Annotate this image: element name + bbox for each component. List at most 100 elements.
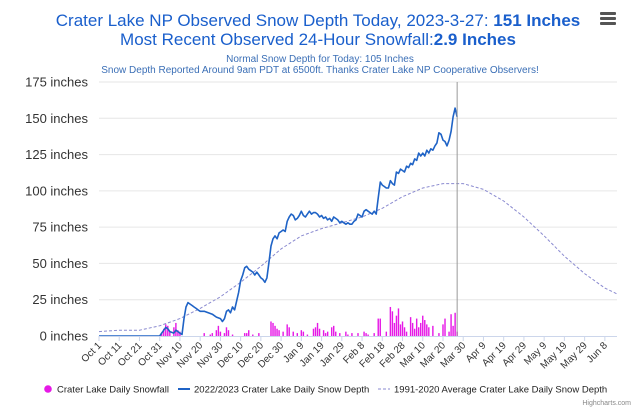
snowfall-bar xyxy=(432,325,434,336)
normal-depth-line xyxy=(98,183,618,333)
snowfall-bar xyxy=(391,311,394,336)
snowfall-bar xyxy=(288,327,290,336)
snowfall-bar xyxy=(367,334,369,336)
snowfall-bar xyxy=(165,324,167,336)
snowfall-bar xyxy=(282,331,284,336)
legend-snowfall-label: Crater Lake Daily Snowfall xyxy=(57,385,169,396)
snowfall-bar xyxy=(296,333,299,336)
snowfall-bar xyxy=(217,325,220,336)
snowfall-bar xyxy=(379,318,381,336)
snowfall-bar xyxy=(227,330,230,336)
y-tick-label: 100 inches xyxy=(25,183,88,198)
snowfall-bar xyxy=(326,331,329,336)
snowfall-bar xyxy=(377,318,379,336)
snowfall-bar xyxy=(415,318,418,336)
snowfall-bar xyxy=(316,322,319,336)
legend: Crater Lake Daily Snowfall 2022/2023 Cra… xyxy=(44,385,607,396)
legend-item-normal[interactable]: 1991-2020 Average Crater Lake Daily Snow… xyxy=(378,385,607,396)
snowfall-bar xyxy=(339,333,341,336)
y-tick-label: 150 inches xyxy=(25,111,88,126)
snowfall-bar xyxy=(373,333,375,336)
snowfall-bar xyxy=(203,333,205,336)
snowfall-bar xyxy=(389,306,392,336)
snowfall-bar xyxy=(450,314,452,336)
snowfall-bar xyxy=(403,327,406,336)
grid xyxy=(99,81,617,301)
observed-depth-series xyxy=(99,107,458,337)
snowfall-bar xyxy=(270,321,272,336)
chart-subtitle-normal: Normal Snow Depth for Today: 105 Inches xyxy=(226,54,414,65)
observed-depth-line xyxy=(99,107,458,337)
legend-item-depth[interactable]: 2022/2023 Crater Lake Daily Snow Depth xyxy=(178,385,369,396)
snowfall-bar xyxy=(428,327,430,336)
credits-link[interactable]: Highcharts.com xyxy=(582,400,631,407)
snowfall-bar xyxy=(314,327,317,336)
chart-title: Crater Lake NP Observed Snow Depth Today… xyxy=(56,11,580,30)
snowfall-bar xyxy=(243,333,246,336)
snowfall-bar xyxy=(395,315,398,336)
snowfall-bar xyxy=(161,333,163,336)
legend-depth-label: 2022/2023 Crater Lake Daily Snow Depth xyxy=(194,385,369,396)
y-axis-labels: 0 inches 25 inches 50 inches 75 inches 100 i… xyxy=(25,75,88,344)
snowfall-bar xyxy=(363,331,365,336)
snowfall-bar xyxy=(209,334,211,336)
snowfall-bar xyxy=(454,312,456,336)
legend-normal-label: 1991-2020 Average Crater Lake Daily Snow… xyxy=(394,385,607,396)
snowfall-bar xyxy=(246,333,248,336)
snowfall-bar xyxy=(278,330,280,336)
snowfall-bar xyxy=(351,333,353,336)
snowfall-bar xyxy=(302,331,305,336)
snowfall-bar xyxy=(405,331,408,336)
snowfall-bar xyxy=(274,325,276,336)
snowfall-bar xyxy=(248,330,250,336)
snowfall-bar xyxy=(173,327,175,336)
snowfall-bar xyxy=(300,330,303,336)
snowfall-bar xyxy=(438,333,440,336)
snowfall-bar xyxy=(272,322,274,336)
snowfall-bar xyxy=(401,321,404,336)
snowfall-bar xyxy=(442,324,444,336)
snowfall-bar xyxy=(276,328,278,336)
snowfall-bar xyxy=(399,324,402,336)
snowfall-bar xyxy=(409,317,412,336)
snowfall-bar xyxy=(322,330,325,336)
x-axis xyxy=(98,336,617,341)
chart-subtitle-note: Snow Depth Reported Around 9am PDT at 65… xyxy=(101,65,538,76)
snowfall-bar xyxy=(365,333,367,336)
snowfall-bar xyxy=(163,328,165,336)
snowfall-bar xyxy=(452,325,454,336)
snowfall-bar xyxy=(420,322,422,336)
snowfall-bar xyxy=(211,333,214,336)
snowfall-bar xyxy=(223,333,226,336)
snowfall-bar xyxy=(306,334,309,336)
snowfall-bar xyxy=(347,334,349,336)
snowfall-bar xyxy=(411,322,414,336)
snowfall-bar xyxy=(318,328,321,336)
hamburger-menu-icon[interactable] xyxy=(600,12,616,26)
snowfall-bar xyxy=(357,333,359,336)
snowfall-bar xyxy=(225,327,228,336)
y-tick-label: 0 inches xyxy=(40,329,89,344)
snowfall-bar xyxy=(413,328,416,336)
y-tick-label: 25 inches xyxy=(32,292,88,307)
y-tick-label: 75 inches xyxy=(32,220,88,235)
snowfall-bar xyxy=(417,327,420,336)
snowfall-bar xyxy=(385,331,388,336)
snowfall-bar xyxy=(444,318,446,336)
y-tick-label: 125 inches xyxy=(25,147,88,162)
snowfall-bar xyxy=(292,331,294,336)
snowfall-bar xyxy=(333,325,335,336)
legend-item-snowfall[interactable]: Crater Lake Daily Snowfall xyxy=(44,385,169,396)
snowfall-bar xyxy=(393,322,396,336)
snowfall-bar xyxy=(426,324,428,336)
snowfall-bar xyxy=(424,320,426,336)
snowfall-bar xyxy=(258,333,260,336)
snowfall-bar xyxy=(330,327,333,336)
snowfall-bar xyxy=(169,331,171,336)
snowfall-bar xyxy=(286,324,288,336)
y-tick-label: 175 inches xyxy=(25,75,88,90)
snowfall-bar xyxy=(167,325,169,336)
snowfall-bar xyxy=(312,328,315,336)
